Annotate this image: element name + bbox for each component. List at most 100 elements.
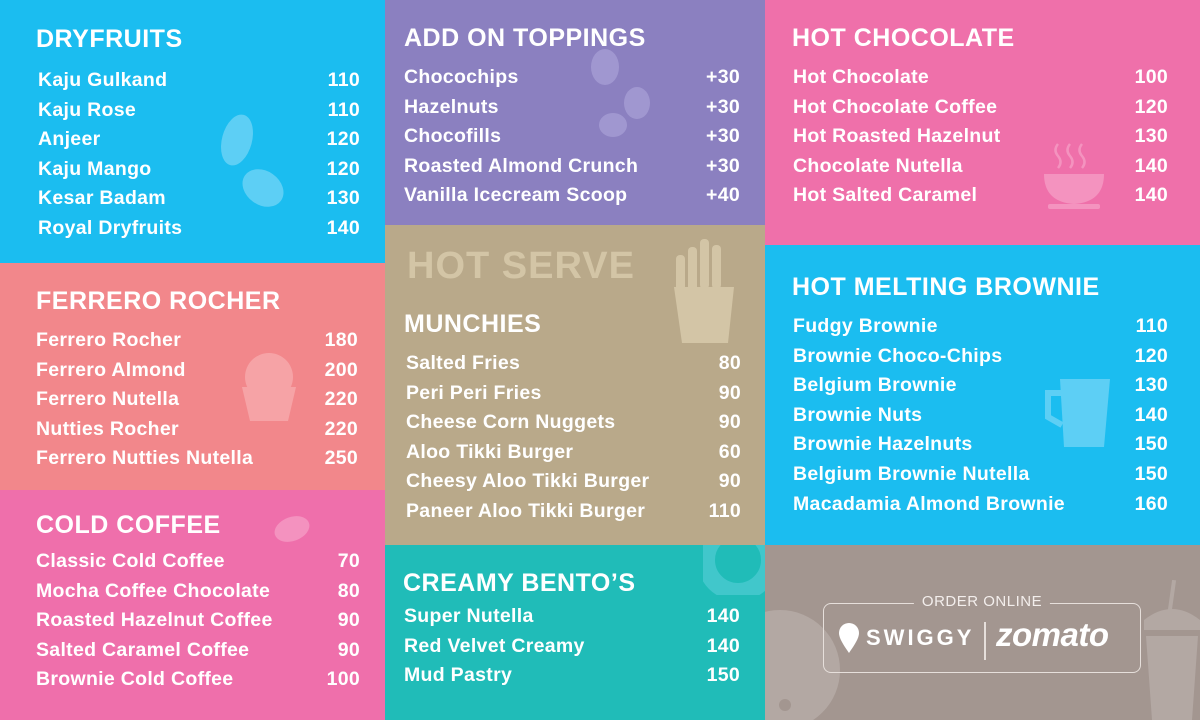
menu-item: Ferrero Almond 200 — [36, 356, 358, 386]
menu-item: Salted Caramel Coffee 90 — [36, 636, 360, 666]
menu-item: Chocolate Nutella 140 — [793, 152, 1168, 182]
item-price: 140 — [1134, 184, 1168, 207]
zomato-logo[interactable]: zomato — [996, 616, 1109, 653]
item-price: 140 — [706, 634, 740, 657]
section-title: DRYFRUITS — [36, 25, 183, 53]
item-name: Roasted Almond Crunch — [404, 154, 639, 177]
panel-cold-coffee: COLD COFFEE Classic Cold Coffee 70 Mocha Co… — [0, 490, 385, 720]
item-name: Ferrero Rocher — [36, 329, 182, 351]
section-title: FERRERO ROCHER — [36, 287, 281, 315]
item-name: Super Nutella — [404, 605, 534, 627]
item-name: Mud Pastry — [404, 664, 513, 687]
item-name: Ferrero Nutties Nutella — [36, 447, 254, 470]
menu-item: Hazelnuts +30 — [404, 93, 740, 123]
swiggy-text: SWIGGY — [866, 625, 975, 650]
item-name: Hot Chocolate — [793, 66, 930, 88]
menu-item: Brownie Hazelnuts 150 — [793, 430, 1168, 460]
panel-bento: CREAMY BENTO’S Super Nutella 140 Red Velvet… — [385, 545, 765, 720]
nuts-icon — [591, 49, 650, 137]
panel-order-online: ORDER ONLINE SWIGGY zomato — [765, 545, 1200, 720]
item-price: 120 — [326, 128, 360, 151]
panel-hot-chocolate: HOT CHOCOLATE Hot Chocolate 100 Hot Chocola… — [765, 0, 1200, 245]
item-name: Anjeer — [38, 128, 101, 151]
item-price: 70 — [337, 550, 360, 572]
panel-dryfruits: DRYFRUITS Kaju Gulkand 110 Kaju Rose 110 Anje… — [0, 0, 385, 263]
section-title: HOT MELTING BROWNIE — [792, 273, 1100, 301]
item-name: Chocolate Nutella — [793, 154, 963, 177]
item-name: Kesar Badam — [38, 187, 166, 210]
item-price: 100 — [1134, 66, 1168, 88]
menu-item: Mud Pastry 150 — [404, 661, 740, 691]
menu-item: Brownie Nuts 140 — [793, 401, 1168, 431]
item-price: 250 — [324, 447, 358, 470]
menu-item: Roasted Hazelnut Coffee 90 — [36, 606, 360, 636]
menu-item: Roasted Almond Crunch +30 — [404, 152, 740, 182]
item-name: Brownie Nuts — [793, 403, 923, 426]
item-price: 110 — [1135, 315, 1168, 337]
swiggy-logo[interactable]: SWIGGY — [838, 622, 974, 654]
swiggy-pin-icon — [839, 623, 859, 653]
menu-item: Belgium Brownie Nutella 150 — [793, 460, 1168, 490]
order-online-box[interactable]: ORDER ONLINE SWIGGY zomato — [823, 593, 1141, 673]
item-name: Chocofills — [404, 125, 502, 148]
item-price: 80 — [337, 579, 360, 602]
item-price: +30 — [706, 66, 740, 88]
menu-item: Chocochips +30 — [404, 63, 740, 93]
item-name: Ferrero Nutella — [36, 388, 180, 411]
menu-item: Mocha Coffee Chocolate 80 — [36, 577, 360, 607]
menu-item: Anjeer 120 — [38, 125, 360, 155]
menu-list: Salted Fries 80 Peri Peri Fries 90 Cheese Co… — [406, 349, 741, 527]
item-price: +30 — [706, 125, 740, 148]
item-price: 90 — [337, 609, 360, 632]
item-name: Salted Caramel Coffee — [36, 638, 250, 661]
menu-item: Cheese Corn Nuggets 90 — [406, 408, 741, 438]
menu-list: Fudgy Brownie 110 Brownie Choco-Chips 120 Be… — [793, 312, 1168, 519]
panel-toppings: ADD ON TOPPINGS Chocochips +30 Hazelnuts +30… — [385, 0, 765, 225]
item-name: Kaju Gulkand — [38, 69, 168, 91]
item-name: Kaju Mango — [38, 157, 152, 180]
item-name: Fudgy Brownie — [793, 315, 938, 337]
menu-item: Ferrero Rocher 180 — [36, 326, 358, 356]
item-price: +30 — [706, 95, 740, 118]
panel-ferrero: FERRERO ROCHER Ferrero Rocher 180 Ferrero A… — [0, 263, 385, 490]
item-name: Brownie Cold Coffee — [36, 668, 234, 691]
menu-item: Chocofills +30 — [404, 122, 740, 152]
menu-item: Ferrero Nutties Nutella 250 — [36, 444, 358, 474]
menu-item: Vanilla Icecream Scoop +40 — [404, 181, 740, 211]
cookie-icon — [765, 610, 840, 720]
item-name: Royal Dryfruits — [38, 216, 183, 239]
menu-item: Macadamia Almond Brownie 160 — [793, 490, 1168, 520]
menu-list: Ferrero Rocher 180 Ferrero Almond 200 Ferrer… — [36, 326, 358, 474]
item-name: Kaju Rose — [38, 98, 137, 121]
item-price: 90 — [718, 470, 741, 493]
item-name: Cheese Corn Nuggets — [406, 411, 616, 434]
item-price: 110 — [327, 69, 360, 91]
item-price: 120 — [1134, 344, 1168, 367]
item-name: Hazelnuts — [404, 95, 499, 118]
item-price: 220 — [324, 388, 358, 411]
item-price: 110 — [327, 98, 360, 121]
menu-item: Hot Chocolate 100 — [793, 63, 1168, 93]
milkshake-icon — [1144, 580, 1200, 720]
item-price: 130 — [326, 187, 360, 210]
section-title: COLD COFFEE — [36, 511, 221, 539]
section-title: CREAMY BENTO’S — [403, 569, 636, 597]
order-online-label: ORDER ONLINE — [913, 593, 1051, 610]
panel-brownie: HOT MELTING BROWNIE Fudgy Brownie 110 Brown… — [765, 245, 1200, 545]
menu-item: Fudgy Brownie 110 — [793, 312, 1168, 342]
item-price: 90 — [337, 638, 360, 661]
item-price: 140 — [326, 216, 360, 239]
item-name: Peri Peri Fries — [406, 381, 542, 404]
item-name: Vanilla Icecream Scoop — [404, 184, 628, 207]
item-name: Brownie Choco-Chips — [793, 344, 1003, 367]
menu-list: Chocochips +30 Hazelnuts +30 Chocofills +30 Ro… — [404, 63, 740, 211]
item-price: 90 — [718, 411, 741, 434]
item-price: 150 — [706, 664, 740, 687]
item-name: Salted Fries — [406, 352, 521, 374]
menu-item: Kaju Mango 120 — [38, 155, 360, 185]
item-name: Cheesy Aloo Tikki Burger — [406, 470, 650, 493]
hot-cup-icon — [1044, 143, 1104, 209]
menu-item: Ferrero Nutella 220 — [36, 385, 358, 415]
menu-item: Belgium Brownie 130 — [793, 371, 1168, 401]
menu-item: Kaju Rose 110 — [38, 96, 360, 126]
